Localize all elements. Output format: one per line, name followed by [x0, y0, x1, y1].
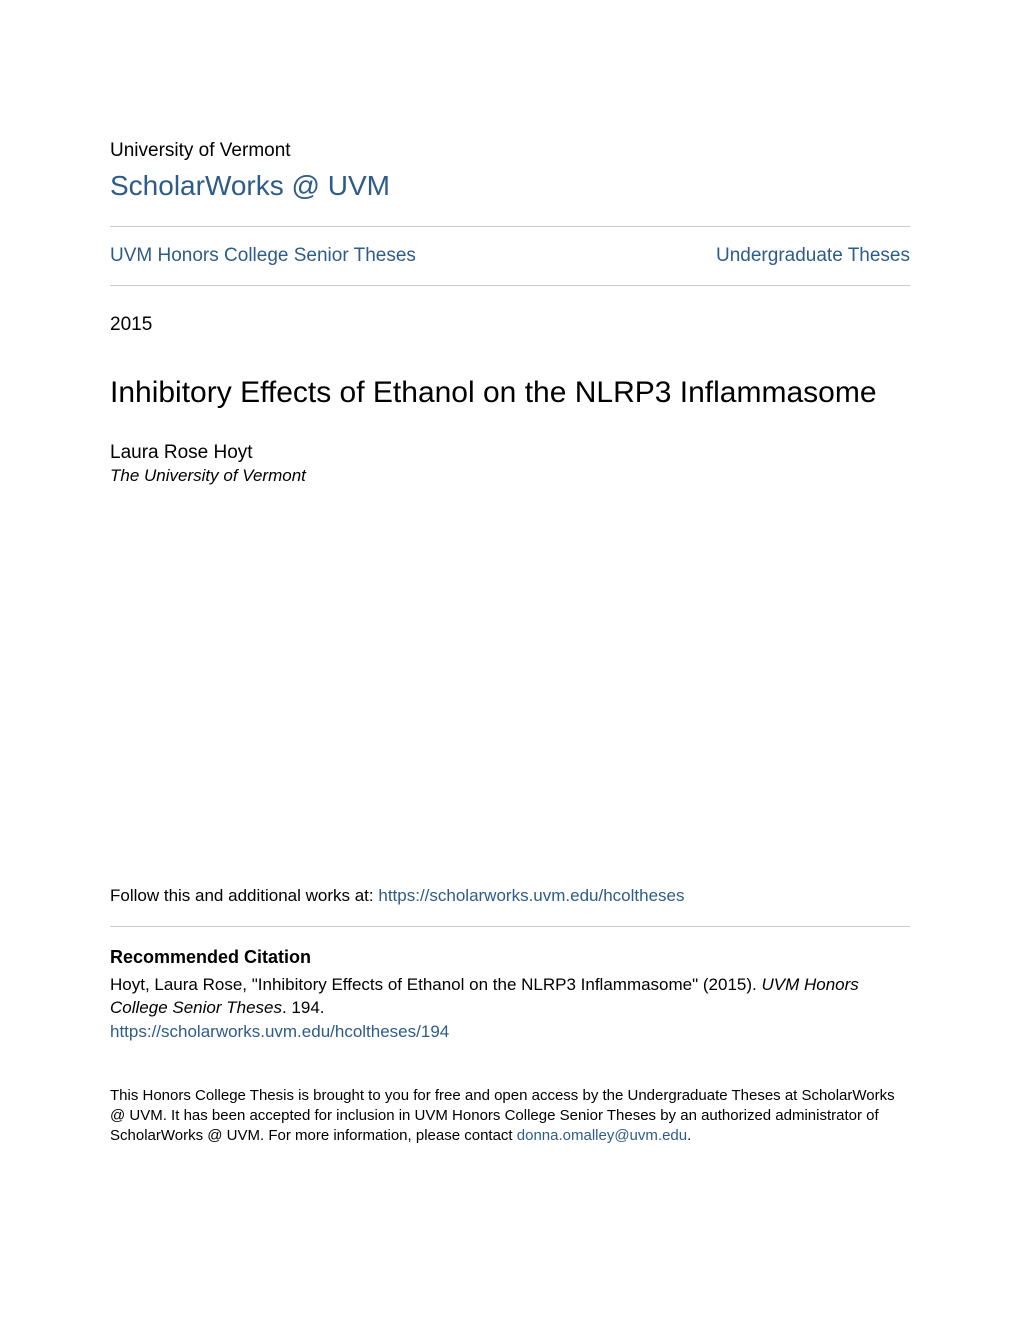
site-title-link[interactable]: ScholarWorks @ UVM [110, 170, 910, 202]
citation-heading: Recommended Citation [110, 947, 910, 968]
spacer [110, 486, 910, 886]
university-label: University of Vermont [110, 140, 910, 162]
citation-text: Hoyt, Laura Rose, "Inhibitory Effects of… [110, 974, 910, 1020]
footer-part2: . [687, 1127, 691, 1144]
publication-year: 2015 [110, 314, 910, 336]
citation-part2: . 194. [282, 998, 325, 1017]
follow-text: Follow this and additional works at: htt… [110, 886, 910, 906]
follow-prefix: Follow this and additional works at: [110, 886, 378, 905]
divider-nav [110, 285, 910, 286]
divider-follow [110, 926, 910, 927]
footer-part1: This Honors College Thesis is brought to… [110, 1087, 895, 1145]
citation-section: Recommended Citation Hoyt, Laura Rose, "… [110, 947, 910, 1042]
nav-link-right[interactable]: Undergraduate Theses [716, 245, 910, 267]
citation-part1: Hoyt, Laura Rose, "Inhibitory Effects of… [110, 975, 761, 994]
author-affiliation: The University of Vermont [110, 466, 910, 486]
follow-link[interactable]: https://scholarworks.uvm.edu/hcoltheses [378, 886, 684, 905]
author-name: Laura Rose Hoyt [110, 442, 910, 464]
footer-text: This Honors College Thesis is brought to… [110, 1086, 910, 1147]
citation-link[interactable]: https://scholarworks.uvm.edu/hcoltheses/… [110, 1022, 910, 1042]
paper-title: Inhibitory Effects of Ethanol on the NLR… [110, 376, 910, 410]
footer-email-link[interactable]: donna.omalley@uvm.edu [517, 1127, 687, 1144]
nav-link-left[interactable]: UVM Honors College Senior Theses [110, 245, 416, 267]
nav-row: UVM Honors College Senior Theses Undergr… [110, 227, 910, 285]
